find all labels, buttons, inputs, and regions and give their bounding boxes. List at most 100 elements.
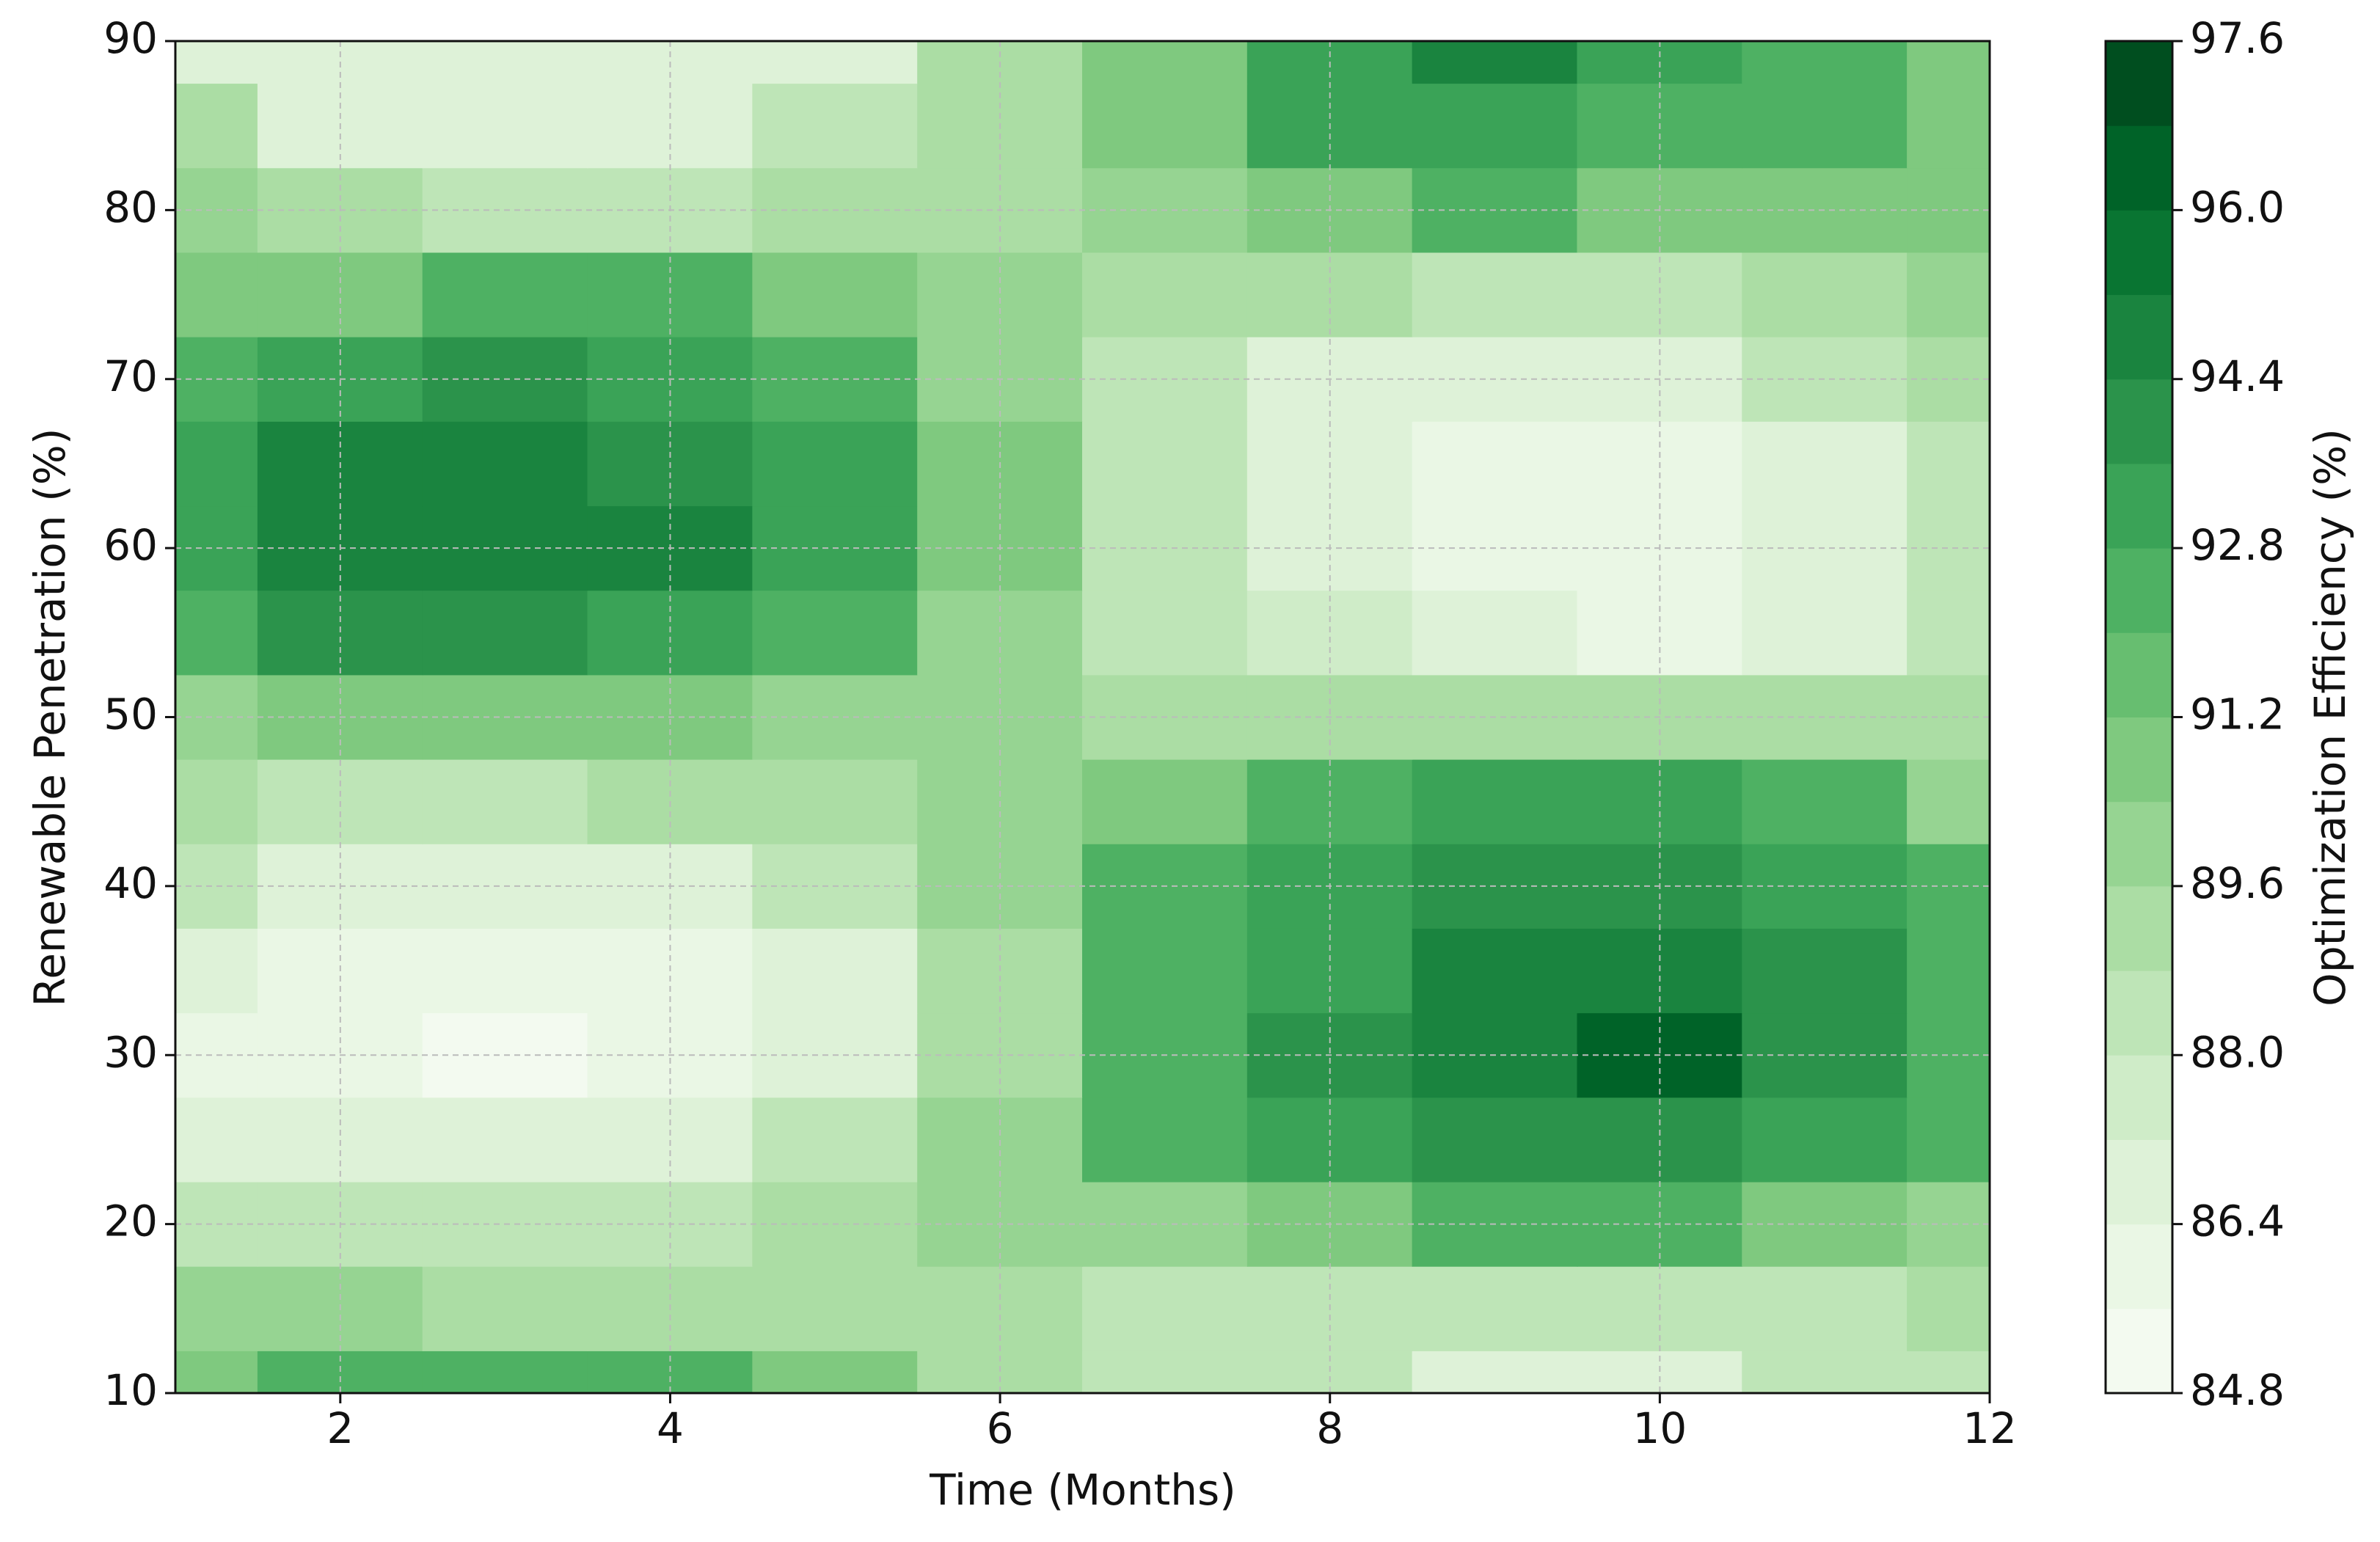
- contour-cell: [175, 40, 258, 84]
- y-tick-label: 60: [103, 520, 158, 570]
- y-tick-label: 10: [103, 1365, 158, 1415]
- contour-cell: [257, 252, 423, 337]
- contour-cell: [752, 1350, 919, 1394]
- contour-cell: [1742, 590, 1908, 676]
- contour-cell: [1082, 40, 1248, 84]
- contour-cell: [1742, 1350, 1908, 1394]
- contour-cell: [1412, 83, 1578, 169]
- contour-cell: [1412, 1265, 1578, 1351]
- contour-cell: [175, 1265, 258, 1351]
- contour-cell: [1742, 40, 1908, 84]
- contour-cell: [175, 759, 258, 844]
- contour-cell: [1742, 83, 1908, 169]
- y-tick-label: 80: [103, 182, 158, 232]
- contour-cell: [1742, 420, 1908, 507]
- contour-cell: [175, 420, 258, 507]
- colorbar-band: [2106, 294, 2172, 380]
- colorbar-band: [2106, 970, 2172, 1056]
- contour-cell: [752, 252, 919, 337]
- colorbar-tick-label: 92.8: [2190, 520, 2285, 570]
- contour-cell: [175, 1097, 258, 1183]
- contour-cell: [422, 927, 588, 1014]
- y-axis-label: Renewable Penetration (%): [25, 428, 75, 1007]
- colorbar-tick-label: 91.2: [2190, 690, 2285, 739]
- contour-cell: [422, 590, 588, 676]
- contour-cell: [175, 83, 258, 169]
- overlay: 2 4 6 8 10 12 10 20 30 40 50 60 70 80 90 84.8 86.4 88.0 89…: [103, 13, 2285, 1453]
- contour-cell: [752, 927, 919, 1014]
- x-tick-label: 8: [1316, 1403, 1343, 1453]
- contour-cell: [1742, 1265, 1908, 1351]
- contour-cell: [1907, 252, 1990, 337]
- contour-cell: [1907, 759, 1990, 844]
- colorbar-band: [2106, 209, 2172, 296]
- contour-cell: [1742, 1097, 1908, 1183]
- contour-cell: [1082, 252, 1248, 337]
- contour-cell: [422, 1350, 588, 1394]
- contour-cell: [917, 252, 1083, 337]
- contour-cell: [1246, 252, 1413, 337]
- colorbar-band: [2106, 1224, 2172, 1309]
- contour-cell: [175, 927, 258, 1014]
- colorbar-band: [2106, 40, 2172, 126]
- contour-cell: [752, 590, 919, 676]
- contour-cell: [422, 1265, 588, 1351]
- colorbar-band: [2106, 1139, 2172, 1225]
- x-tick-label: 4: [657, 1403, 684, 1453]
- colorbar-tick-label: 94.4: [2190, 351, 2285, 401]
- contour-cell: [1907, 420, 1990, 507]
- contour-cell: [1742, 759, 1908, 844]
- colorbar-label: Optimization Efficiency (%): [2305, 428, 2355, 1006]
- colorbar-tick-label: 96.0: [2190, 182, 2285, 232]
- contour-cell: [1412, 1097, 1578, 1183]
- contour-cell: [175, 590, 258, 676]
- contour-cell: [1907, 1097, 1990, 1183]
- contour-cell: [1082, 927, 1248, 1014]
- contour-cell: [1412, 420, 1578, 507]
- contour-cell: [752, 40, 919, 84]
- y-tick-label: 30: [103, 1027, 158, 1077]
- contour-cell: [1577, 252, 1743, 337]
- contour-cell: [1412, 927, 1578, 1014]
- contour-cell: [1082, 590, 1248, 676]
- x-tick-label: 12: [1963, 1403, 2017, 1453]
- colorbar-band: [2106, 632, 2172, 717]
- x-tick-label: 2: [326, 1403, 354, 1453]
- y-tick-label: 50: [103, 690, 158, 739]
- contour-cell: [1412, 759, 1578, 844]
- contour-cell: [175, 1350, 258, 1394]
- contour-cell: [587, 252, 753, 337]
- contour-cell: [1412, 252, 1578, 337]
- contour-cell: [1907, 590, 1990, 676]
- contour-cell: [1082, 1350, 1248, 1394]
- contour-cell: [752, 1097, 919, 1183]
- contour-cell: [1412, 590, 1578, 676]
- contour-cell: [422, 40, 588, 84]
- colorbar-band: [2106, 1308, 2172, 1394]
- contour-cell: [1907, 1265, 1990, 1351]
- colorbar-tick-label: 89.6: [2190, 858, 2285, 908]
- colorbar-band: [2106, 801, 2172, 887]
- colorbar-band: [2106, 463, 2172, 549]
- contour-cell: [422, 420, 588, 507]
- contour-cell: [752, 1265, 919, 1351]
- colorbar-tick-label: 97.6: [2190, 13, 2285, 63]
- contour-cell: [1082, 759, 1248, 844]
- y-tick-label: 70: [103, 351, 158, 401]
- contour-cell: [752, 420, 919, 507]
- contour-cell: [1742, 252, 1908, 337]
- colorbar-band: [2106, 885, 2172, 971]
- y-tick-label: 20: [103, 1196, 158, 1246]
- contour-cell: [1082, 420, 1248, 507]
- y-tick-label: 40: [103, 858, 158, 908]
- contour-cell: [1907, 1350, 1990, 1394]
- contour-cell: [422, 1097, 588, 1183]
- contour-cell: [422, 759, 588, 844]
- contour-cell: [1082, 83, 1248, 169]
- contour-cell: [175, 252, 258, 337]
- contour-cell: [1907, 40, 1990, 84]
- colorbar-band: [2106, 1054, 2172, 1140]
- contour-cell: [1082, 1265, 1248, 1351]
